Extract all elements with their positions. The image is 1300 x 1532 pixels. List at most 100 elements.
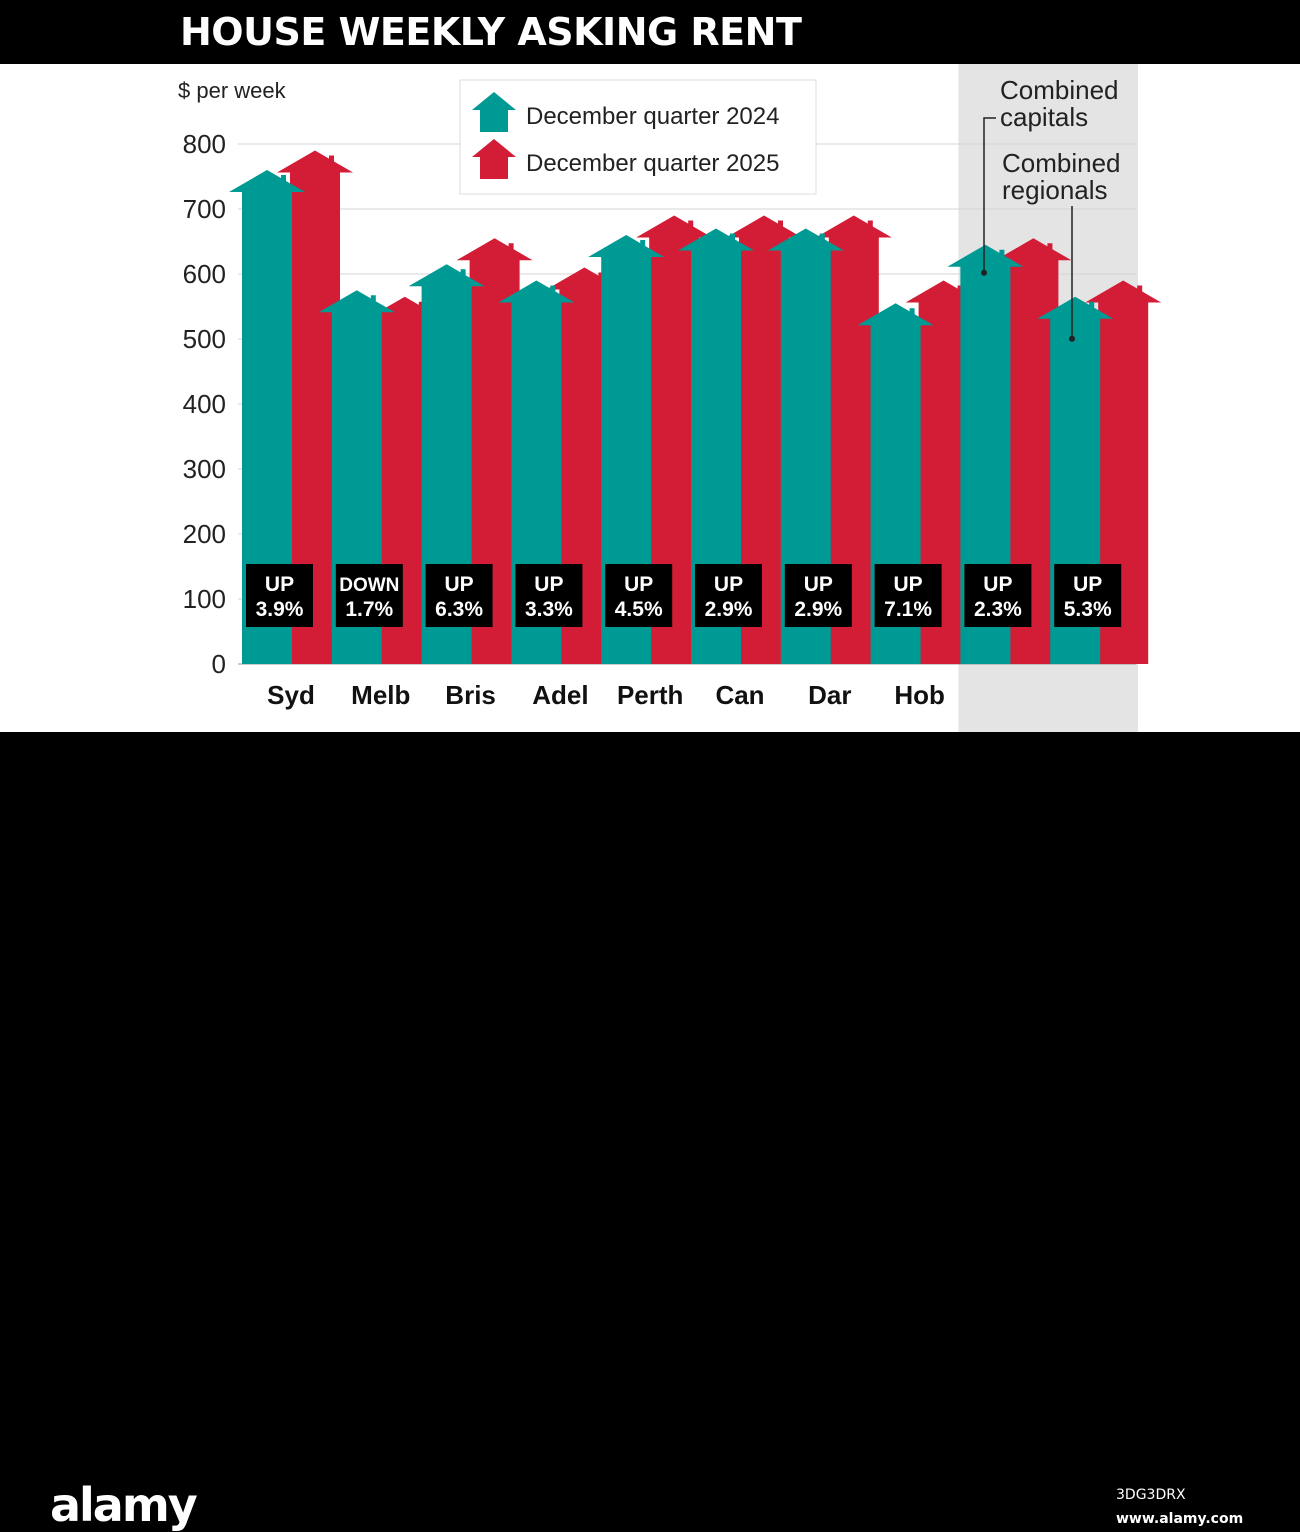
bar-2024-chimney bbox=[909, 308, 915, 321]
bar-2025-chimney bbox=[1137, 285, 1143, 298]
annotation-leader bbox=[983, 117, 996, 273]
change-percent: 4.5% bbox=[615, 598, 663, 621]
change-badge: UP3.9% bbox=[246, 564, 313, 627]
legend-swatch bbox=[472, 92, 516, 132]
change-direction: UP bbox=[445, 573, 474, 596]
x-tick-label: Melb bbox=[351, 680, 410, 710]
change-direction: UP bbox=[804, 573, 833, 596]
bar-2024-arrow bbox=[767, 228, 844, 664]
y-tick-label: 300 bbox=[183, 454, 226, 484]
change-badge: UP3.3% bbox=[515, 564, 583, 627]
bar-2024-chimney bbox=[550, 285, 556, 298]
brand-logo: alamy bbox=[50, 1478, 198, 1532]
y-tick-label: 0 bbox=[212, 649, 226, 679]
bar-2025-chimney bbox=[1047, 243, 1053, 256]
change-percent: 7.1% bbox=[884, 598, 932, 621]
bar-2025-chimney bbox=[508, 243, 514, 256]
change-badge-bg bbox=[964, 564, 1032, 627]
change-percent: 3.9% bbox=[256, 598, 304, 621]
y-tick-label: 400 bbox=[183, 389, 226, 419]
change-badge: UP2.3% bbox=[964, 564, 1032, 627]
change-badge-bg bbox=[246, 564, 313, 627]
change-percent: 2.3% bbox=[974, 598, 1022, 621]
change-badge: UP2.9% bbox=[784, 564, 852, 627]
y-tick-label: 800 bbox=[183, 129, 226, 159]
change-badge-bg bbox=[874, 564, 942, 627]
bar-2024 bbox=[588, 235, 665, 664]
change-badge: UP6.3% bbox=[425, 564, 493, 627]
change-direction: UP bbox=[983, 573, 1012, 596]
legend-swatch bbox=[472, 139, 516, 179]
bars bbox=[229, 150, 1162, 664]
bar-2024-chimney bbox=[1089, 301, 1095, 314]
bar-2024-chimney bbox=[640, 240, 646, 252]
change-badge-bg bbox=[784, 564, 852, 627]
y-axis-ticks: 0 100 200 300 400 500 600 700 800 bbox=[183, 129, 226, 679]
annotation-text: Combined bbox=[1002, 148, 1121, 178]
bar-2024-chimney bbox=[730, 233, 735, 246]
change-badge: UP5.3% bbox=[1054, 564, 1122, 627]
annotation-text: capitals bbox=[1000, 102, 1088, 132]
bar-2025-chimney bbox=[867, 220, 873, 233]
legend-box bbox=[459, 79, 817, 195]
bar-2024 bbox=[229, 170, 305, 664]
header-bar: HOUSE WEEKLY ASKING RENT bbox=[0, 0, 1300, 64]
annotation-text: regionals bbox=[1002, 175, 1108, 205]
change-badge-bg bbox=[605, 564, 673, 627]
change-badge-bg bbox=[335, 564, 403, 627]
legend-entry: December quarter 2025 bbox=[472, 139, 779, 179]
change-direction: UP bbox=[1073, 573, 1102, 596]
bar-2024 bbox=[678, 228, 754, 664]
annotation-text: Combined bbox=[1000, 75, 1119, 105]
change-percent: 5.3% bbox=[1064, 598, 1112, 621]
change-percent: 2.9% bbox=[794, 598, 842, 621]
y-tick-label: 200 bbox=[183, 519, 226, 549]
change-direction: UP bbox=[265, 573, 294, 596]
y-tick-label: 600 bbox=[183, 259, 226, 289]
bar-2024-arrow bbox=[947, 244, 1024, 664]
change-direction: UP bbox=[894, 573, 923, 596]
annotation-dot bbox=[981, 269, 987, 276]
chart-title: HOUSE WEEKLY ASKING RENT bbox=[180, 10, 802, 54]
x-tick-label: Hob bbox=[894, 680, 945, 710]
legend-entry: December quarter 2024 bbox=[472, 92, 779, 132]
bar-2024-arrow bbox=[588, 235, 665, 664]
bar-2024-arrow bbox=[678, 228, 754, 664]
change-badges: UP3.9%DOWN1.7%UP6.3%UP3.3%UP4.5%UP2.9%UP… bbox=[246, 564, 1122, 627]
x-tick-label: Perth bbox=[617, 680, 683, 710]
image-url: www.alamy.com bbox=[1116, 1511, 1244, 1527]
change-percent: 3.3% bbox=[525, 598, 573, 621]
annotation-dot bbox=[1069, 335, 1075, 342]
image-id: 3DG3DRX bbox=[1116, 1487, 1186, 1503]
bar-2025-chimney bbox=[688, 220, 694, 233]
change-badge: UP2.9% bbox=[695, 564, 762, 627]
bar-2025-chimney bbox=[418, 301, 424, 314]
change-direction: DOWN bbox=[339, 575, 399, 596]
bar-2024-chimney bbox=[281, 175, 286, 187]
bar-2024-arrow bbox=[229, 170, 305, 664]
change-badge: UP4.5% bbox=[605, 564, 673, 627]
change-direction: UP bbox=[624, 573, 653, 596]
bar-2024 bbox=[947, 244, 1024, 664]
y-tick-label: 100 bbox=[183, 584, 226, 614]
legend-label: December quarter 2024 bbox=[526, 103, 779, 130]
change-direction: UP bbox=[534, 573, 563, 596]
change-badge: UP7.1% bbox=[874, 564, 942, 627]
bar-2024-chimney bbox=[999, 249, 1005, 262]
x-axis-ticks: Syd Melb Bris Adel Perth Can Dar Hob bbox=[267, 680, 945, 710]
bar-2025-chimney bbox=[778, 220, 783, 233]
bar-2024-chimney bbox=[460, 269, 466, 282]
bar-2024-chimney bbox=[370, 295, 376, 308]
y-tick-label: 500 bbox=[183, 324, 226, 354]
x-tick-label: Bris bbox=[445, 680, 496, 710]
change-direction: UP bbox=[714, 573, 743, 596]
legend: December quarter 2024 December quarter 20… bbox=[459, 79, 817, 195]
change-percent: 2.9% bbox=[705, 598, 753, 621]
change-percent: 1.7% bbox=[345, 598, 393, 621]
change-badge-bg bbox=[515, 564, 583, 627]
